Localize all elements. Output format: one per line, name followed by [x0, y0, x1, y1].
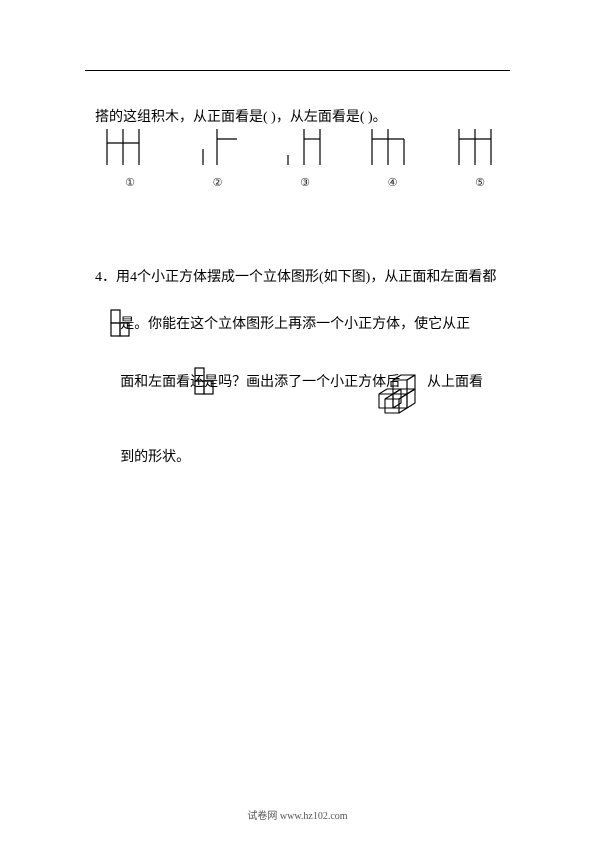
options-row: ① ② — [95, 144, 520, 194]
option-5: ⑤ — [445, 125, 515, 194]
footer: 试卷网 www.hz102.com — [0, 807, 595, 822]
q4-number: 4． — [95, 270, 116, 285]
cubes-3d-icon — [400, 362, 427, 435]
option-1: ① — [95, 125, 165, 194]
text: )，从左面看是( — [271, 110, 364, 125]
q4-body: 用4个小正方体摆成一个立体图形(如下图)，从正面和左面看都 是。你能在这个立体图… — [116, 270, 496, 466]
option-4-shape — [366, 125, 420, 167]
option-1-shape — [103, 125, 157, 167]
option-3: ③ — [270, 125, 340, 194]
option-2: ② — [183, 125, 253, 194]
option-3-label: ③ — [300, 173, 310, 194]
text: )。 — [368, 110, 387, 125]
option-2-shape — [193, 125, 243, 167]
option-5-shape — [453, 125, 507, 167]
text: 从上面看 — [427, 375, 483, 390]
option-3-shape — [280, 125, 330, 167]
option-4-label: ④ — [388, 173, 398, 194]
option-2-label: ② — [213, 173, 223, 194]
text: 。你能在这个立体图形上再添一个小正方体，使它从正 — [134, 317, 470, 332]
option-1-label: ① — [125, 173, 135, 194]
footer-text: 试卷网 www.hz102.com — [247, 811, 347, 822]
text: 吗？画出添了一个小正方体后 — [218, 375, 400, 390]
page: 搭的这组积木，从正面看是( )，从左面看是( )。 ① — [0, 0, 595, 842]
text: 搭的这组积木，从正面看是( — [95, 110, 268, 125]
question-4: 4．用4个小正方体摆成一个立体图形(如下图)，从正面和左面看都 是。你能在这个立… — [95, 254, 520, 482]
content-area: 搭的这组积木，从正面看是( )，从左面看是( )。 ① — [95, 105, 520, 482]
text: 用4个小正方体摆成一个立体图形(如下图)，从正面和左面看都 — [116, 270, 496, 285]
option-5-label: ⑤ — [475, 173, 485, 194]
option-4: ④ — [358, 125, 428, 194]
text: 到的形状。 — [120, 450, 190, 465]
top-rule — [85, 70, 510, 71]
